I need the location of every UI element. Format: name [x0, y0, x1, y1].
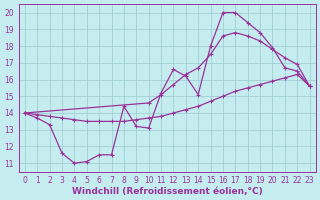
X-axis label: Windchill (Refroidissement éolien,°C): Windchill (Refroidissement éolien,°C) [72, 187, 263, 196]
